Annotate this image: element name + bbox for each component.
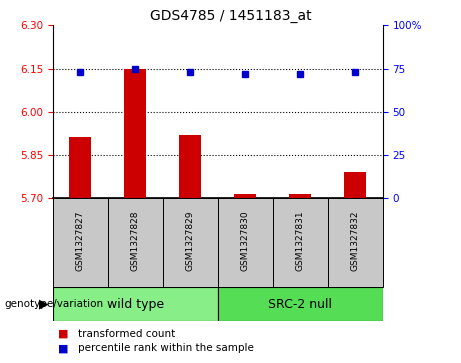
Bar: [344, 172, 366, 198]
FancyBboxPatch shape: [218, 287, 383, 321]
Text: ■: ■: [58, 329, 68, 339]
Text: SRC-2 null: SRC-2 null: [268, 298, 332, 310]
Bar: [124, 69, 147, 198]
Text: GSM1327832: GSM1327832: [351, 210, 360, 271]
FancyBboxPatch shape: [273, 198, 328, 287]
FancyBboxPatch shape: [218, 198, 273, 287]
Bar: [234, 193, 256, 198]
Text: GSM1327829: GSM1327829: [186, 210, 195, 271]
FancyBboxPatch shape: [328, 198, 383, 287]
Text: GSM1327830: GSM1327830: [241, 210, 250, 271]
FancyBboxPatch shape: [108, 198, 163, 287]
FancyBboxPatch shape: [53, 287, 218, 321]
Text: wild type: wild type: [107, 298, 164, 310]
Text: percentile rank within the sample: percentile rank within the sample: [78, 343, 254, 354]
Text: GSM1327831: GSM1327831: [296, 210, 305, 271]
Bar: [289, 193, 311, 198]
Text: genotype/variation: genotype/variation: [5, 299, 104, 309]
Text: transformed count: transformed count: [78, 329, 176, 339]
Text: GSM1327828: GSM1327828: [131, 210, 140, 271]
Text: ■: ■: [58, 343, 68, 354]
Text: GSM1327827: GSM1327827: [76, 210, 85, 271]
Text: GDS4785 / 1451183_at: GDS4785 / 1451183_at: [150, 9, 311, 23]
FancyBboxPatch shape: [163, 198, 218, 287]
Bar: [70, 138, 91, 198]
FancyBboxPatch shape: [53, 198, 108, 287]
Bar: [179, 135, 201, 198]
Text: ▶: ▶: [39, 298, 48, 310]
